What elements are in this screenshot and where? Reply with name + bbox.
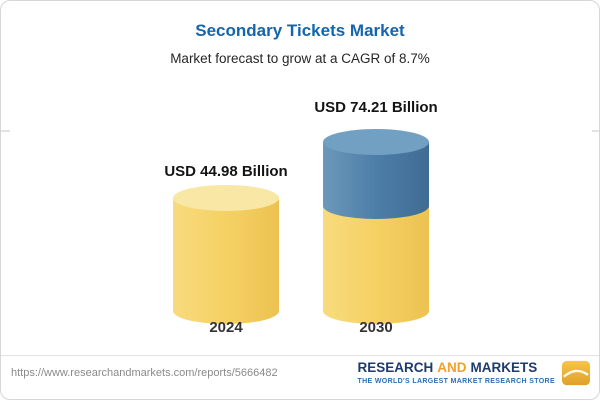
bar-2030-yellow-segment [323,206,429,311]
logo-word-and: AND [437,360,467,376]
page-title: Secondary Tickets Market [195,21,405,40]
value-label-2030: USD 74.21 Billion [314,99,438,116]
bar-2030-top-face [323,129,429,155]
bar-2030 [323,129,429,324]
logo-name: RESEARCH AND MARKETS [357,360,538,376]
logo-tagline: THE WORLD'S LARGEST MARKET RESEARCH STOR… [357,377,555,385]
category-label-2024: 2024 [209,319,243,336]
research-and-markets-logo: RESEARCH AND MARKETS THE WORLD'S LARGEST… [357,359,591,387]
logo-text-block: RESEARCH AND MARKETS THE WORLD'S LARGEST… [357,360,555,385]
page-subtitle: Market forecast to grow at a CAGR of 8.7… [170,51,430,66]
logo-word-research: RESEARCH [357,360,434,376]
bar-2024-top-face [173,185,279,211]
footer-divider [1,355,599,356]
bar-2024 [173,185,279,324]
logo-icon [562,360,590,386]
value-label-2024: USD 44.98 Billion [164,163,288,180]
category-label-2030: 2030 [359,319,393,336]
logo-word-markets: MARKETS [470,360,538,376]
report-url: https://www.researchandmarkets.com/repor… [11,367,278,379]
